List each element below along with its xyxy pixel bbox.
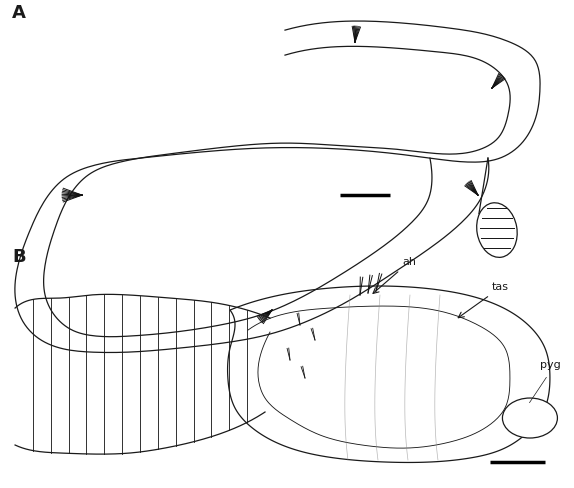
Ellipse shape	[476, 203, 517, 257]
Text: B: B	[12, 248, 26, 266]
Text: pyg: pyg	[540, 360, 561, 370]
Ellipse shape	[502, 398, 557, 438]
Text: tas: tas	[492, 282, 509, 292]
Text: ah: ah	[402, 257, 416, 267]
Text: A: A	[12, 4, 26, 22]
Polygon shape	[227, 286, 550, 463]
